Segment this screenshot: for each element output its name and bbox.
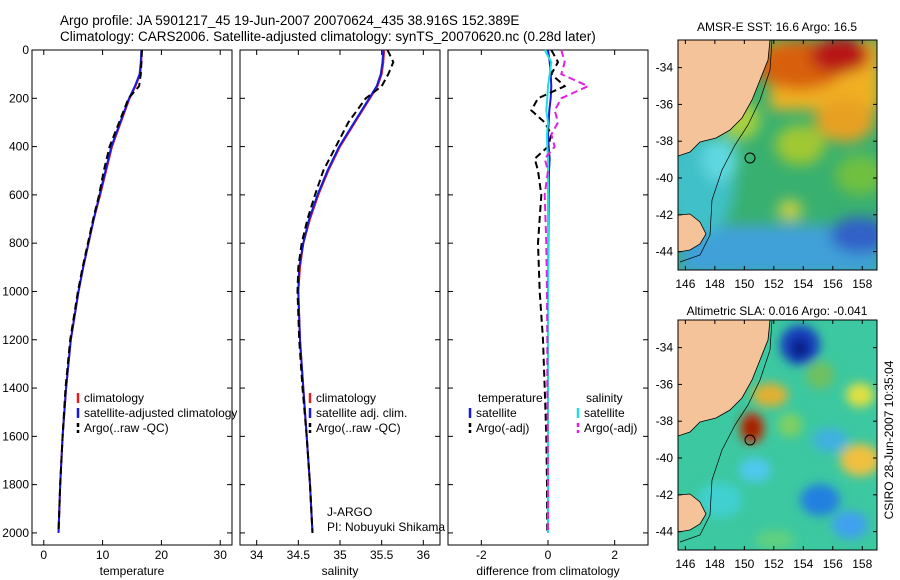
x-tick-label: 36	[417, 548, 431, 562]
map-y-tick-label: -36	[656, 377, 674, 391]
x-tick-label: 2	[611, 548, 618, 562]
map-y-tick-label: -40	[656, 171, 674, 185]
x-tick-label: 10	[96, 548, 110, 562]
annotation-pi: PI: Nobuyuki Shikama	[327, 520, 445, 534]
series-argo-raw-qc-	[57, 49, 143, 533]
x-tick-label: 34	[250, 548, 264, 562]
salinity-panel: 34 34.5 35 35.5 36 salinity climatologysatelli…	[239, 49, 445, 578]
x-tick-label: 20	[155, 548, 169, 562]
y-tick-label: 1400	[2, 381, 29, 395]
map-y-tick-label: -38	[656, 134, 674, 148]
sst-map: AMSR-E SST: 16.6 Argo: 16.5	[656, 20, 878, 291]
sla-map: Altimetric SLA: 0.016 Argo: -0.041	[656, 304, 878, 571]
map-x-tick-label: 148	[705, 277, 725, 291]
y-tick-label: 600	[9, 188, 29, 202]
x-tick-label: 0	[545, 548, 552, 562]
legend-label: climatology	[84, 391, 144, 405]
legend-label: Argo(-adj)	[584, 421, 637, 435]
y-tick-label: 200	[9, 91, 29, 105]
x-tick-label: 34.5	[287, 548, 311, 562]
legend-label: satellite-adjusted climatology	[84, 406, 237, 420]
map-x-tick-label: 154	[793, 277, 813, 291]
x-tick-label: -2	[476, 548, 487, 562]
map-x-tick-label: 146	[675, 557, 695, 571]
map-x-tick-label: 156	[823, 557, 843, 571]
map-y-tick-label: -36	[656, 97, 674, 111]
map-y-tick-label: -42	[656, 488, 674, 502]
annotation-float-program: J-ARGO	[327, 505, 372, 519]
map-x-tick-label: 154	[793, 557, 813, 571]
figure-title-line1: Argo profile: JA 5901217_45 19-Jun-2007 …	[60, 13, 519, 28]
sst-map-title: AMSR-E SST: 16.6 Argo: 16.5	[697, 20, 857, 34]
figure-title-line2: Climatology: CARS2006. Satellite-adjuste…	[60, 29, 596, 44]
map-x-tick-label: 152	[764, 557, 784, 571]
legend-label: temperature	[478, 391, 543, 405]
legend-label: salinity	[586, 391, 623, 405]
map-y-tick-label: -34	[656, 341, 674, 355]
temperature-panel: 0 10 20 30 0 200 400 600 800 1000 1200 1400 1600 1800…	[2, 43, 237, 578]
map-x-tick-label: 146	[675, 277, 695, 291]
x-axis-label: difference from climatology	[476, 564, 619, 578]
series-temperature-argo-adj-	[530, 49, 567, 533]
series-argo-raw-qc-	[296, 49, 395, 533]
legend-label: Argo(..raw -QC)	[84, 421, 169, 435]
map-x-tick-label: 158	[852, 557, 872, 571]
map-x-tick-label: 150	[734, 557, 754, 571]
map-x-tick-label: 156	[823, 277, 843, 291]
sla-map-title: Altimetric SLA: 0.016 Argo: -0.041	[687, 304, 868, 318]
x-tick-label: 35	[333, 548, 347, 562]
sla-float-marker	[744, 434, 756, 446]
y-tick-label: 400	[9, 140, 29, 154]
x-tick-label: 30	[214, 548, 228, 562]
sst-float-marker	[744, 152, 756, 164]
y-tick-label: 0	[22, 43, 29, 57]
y-tick-label: 1800	[2, 478, 29, 492]
map-y-tick-label: -34	[656, 61, 674, 75]
plot-frame	[31, 49, 233, 546]
x-tick-label: 0	[40, 548, 47, 562]
plot-frame	[239, 49, 441, 546]
series-satellite-adj-clim-	[297, 49, 385, 533]
legend-label: climatology	[316, 391, 376, 405]
map-y-tick-label: -44	[656, 245, 674, 259]
x-axis-label: temperature	[100, 564, 165, 578]
difference-panel: -2 0 2 difference from climatology temperatu…	[447, 49, 649, 578]
map-y-tick-label: -44	[656, 525, 674, 539]
x-axis-label: salinity	[322, 564, 359, 578]
y-tick-label: 1000	[2, 284, 29, 298]
csiro-timestamp: CSIRO 28-Jun-2007 10:35:04	[882, 360, 896, 519]
profile-panels: 0 10 20 30020040060080010001200140016001800…	[2, 43, 649, 578]
map-y-tick-label: -38	[656, 414, 674, 428]
y-tick-label: 1600	[2, 429, 29, 443]
y-tick-label: 800	[9, 236, 29, 250]
legend-label: Argo(..raw -QC)	[316, 421, 401, 435]
map-x-tick-label: 152	[764, 277, 784, 291]
legend-label: Argo(-adj)	[476, 421, 529, 435]
legend-label: satellite	[584, 406, 625, 420]
series-salinity-satellite	[543, 49, 553, 533]
legend-label: satellite adj. clim.	[316, 406, 407, 420]
y-tick-label: 2000	[2, 526, 29, 540]
map-y-tick-label: -40	[656, 451, 674, 465]
legend-label: satellite	[476, 406, 517, 420]
x-tick-label: 35.5	[370, 548, 394, 562]
map-x-tick-label: 158	[852, 277, 872, 291]
map-x-tick-label: 150	[734, 277, 754, 291]
map-x-tick-label: 148	[705, 557, 725, 571]
map-y-tick-label: -42	[656, 208, 674, 222]
y-tick-label: 1200	[2, 333, 29, 347]
